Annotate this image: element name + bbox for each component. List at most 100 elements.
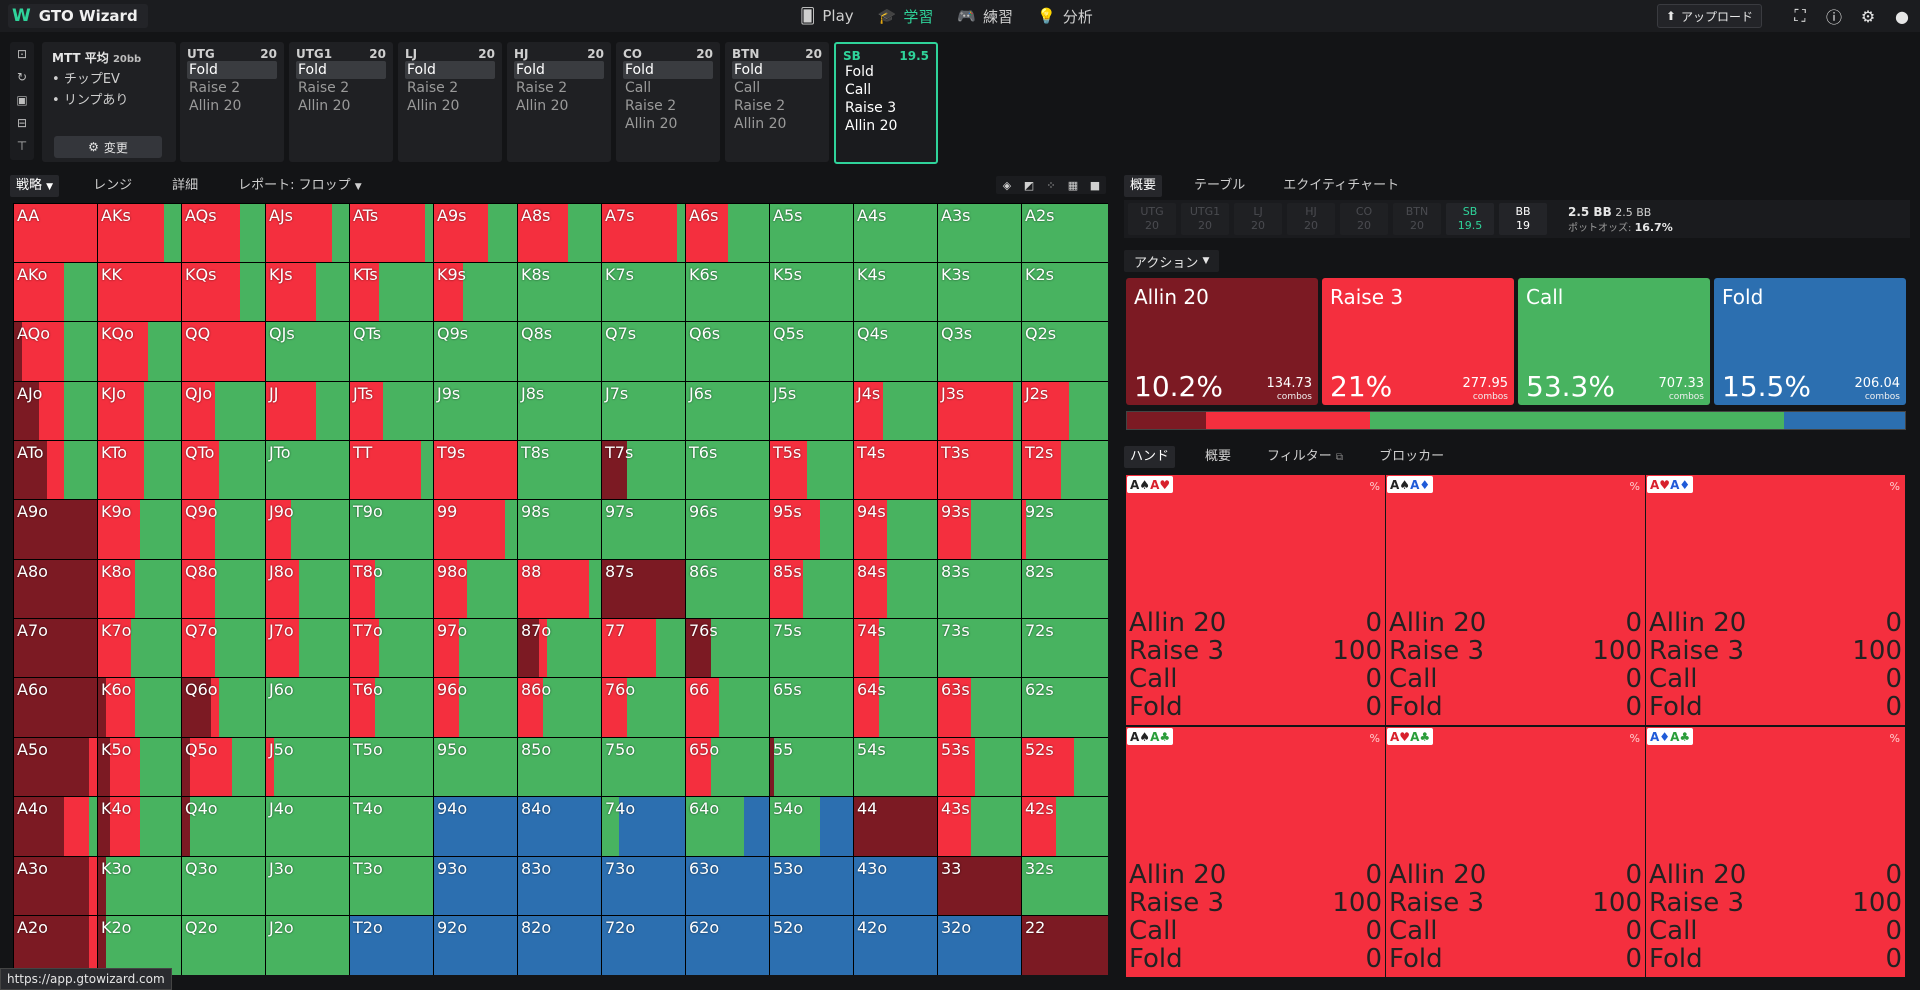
hand-cell[interactable]: J8o [266,560,349,618]
hand-cell[interactable]: J4s [854,382,937,440]
upload-button[interactable]: ⬆ アップロード [1656,4,1762,28]
hand-cell[interactable]: K4o [98,797,181,856]
hand-cell[interactable]: T5o [350,738,433,796]
tab-hand-overview[interactable]: 概要 [1205,449,1232,464]
reset-icon[interactable]: ↻ [16,69,28,84]
hand-cell[interactable]: T2s [1022,441,1108,499]
action-card-allin-20[interactable]: Allin 20 10.2% 134.73 combos [1126,278,1318,405]
hand-cell[interactable]: 63s [938,678,1021,737]
hand-cell[interactable]: 83s [938,560,1021,618]
hand-cell[interactable]: JJ [266,382,349,440]
bookmark-icon[interactable]: ⊡ [16,46,28,61]
tab-overview[interactable]: 概要 [1124,175,1163,197]
hand-cell[interactable]: T9s [434,441,517,499]
hand-cell[interactable]: T6o [350,678,433,737]
hand-cell[interactable]: QJs [266,322,349,381]
hand-cell[interactable]: K5o [98,738,181,796]
screenshot-icon[interactable]: ⛶ [1794,6,1806,25]
hand-cell[interactable]: A7s [602,204,685,262]
app-logo[interactable]: W GTO Wizard [8,4,148,28]
hand-cell[interactable]: 87s [602,560,685,618]
hand-cell[interactable]: Q4o [182,797,265,856]
hand-cell[interactable]: 73o [602,857,685,915]
seat-bb[interactable]: BB 19 [1499,203,1547,235]
hand-cell[interactable]: 94s [854,500,937,559]
position-action[interactable]: Raise 2 [298,80,350,96]
hand-cell[interactable]: Q5o [182,738,265,796]
hand-cell[interactable]: 85s [770,560,853,618]
tab-hands[interactable]: ハンド [1124,446,1176,468]
hand-cell[interactable]: AKo [14,263,97,321]
hand-cell[interactable]: K3s [938,263,1021,321]
hand-cell[interactable]: 87o [518,619,601,677]
hand-cell[interactable]: 96o [434,678,517,737]
hand-cell[interactable]: T7o [350,619,433,677]
tab-details[interactable]: 詳細 [172,178,199,193]
hand-cell[interactable]: J3s [938,382,1021,440]
seat-hj[interactable]: HJ 20 [1287,203,1335,235]
hand-cell[interactable]: A3o [14,857,97,915]
position-action[interactable]: Call [734,80,761,96]
hand-cell[interactable]: AQo [14,322,97,381]
gear-icon[interactable]: ⚙ [1860,6,1876,26]
nav-study[interactable]: 🎓 学習 [878,6,934,27]
hand-cell[interactable]: J5o [266,738,349,796]
hand-cell[interactable]: K6o [98,678,181,737]
hand-cell[interactable]: K8s [518,263,601,321]
nav-play[interactable]: 🂠 Play [800,7,854,25]
hand-cell[interactable]: T5s [770,441,853,499]
hand-cell[interactable]: 75s [770,619,853,677]
hand-cell[interactable]: J6o [266,678,349,737]
hand-cell[interactable]: 72o [602,916,685,975]
hand-cell[interactable]: 93s [938,500,1021,559]
hand-cell[interactable]: 43o [854,857,937,915]
hand-cell[interactable]: A8o [14,560,97,618]
position-action[interactable]: Raise 3 [845,100,897,116]
hand-cell[interactable]: 82s [1022,560,1108,618]
hand-cell[interactable]: K3o [98,857,181,915]
hand-cell[interactable]: 32o [938,916,1021,975]
seat-utg1[interactable]: UTG1 20 [1181,203,1229,235]
hand-cell[interactable]: T4s [854,441,937,499]
hand-cell[interactable]: T9o [350,500,433,559]
seat-co[interactable]: CO 20 [1340,203,1388,235]
position-action[interactable]: Allin 20 [298,98,351,114]
hand-cell[interactable]: K7s [602,263,685,321]
square-view-icon[interactable]: ■ [1089,178,1101,192]
action-card-raise-3[interactable]: Raise 3 21% 277.95 combos [1322,278,1514,405]
hand-cell[interactable]: QTs [350,322,433,381]
action-dropdown[interactable]: アクション ▼ [1124,250,1220,272]
change-button[interactable]: ⚙ 変更 [54,136,162,158]
hand-cell[interactable]: QQ [182,322,265,381]
hand-cell[interactable]: KTs [350,263,433,321]
hand-cell[interactable]: 43s [938,797,1021,856]
grid-view-icon[interactable]: ▦ [1067,178,1079,192]
hand-combo-cell[interactable]: A ♥ A ♣% Allin 20 0 Raise 3 100 Call 0 Fold 0 [1386,727,1645,977]
position-action[interactable]: Fold [296,61,386,79]
hand-cell[interactable]: Q9s [434,322,517,381]
action-card-fold[interactable]: Fold 15.5% 206.04 combos [1714,278,1906,405]
hand-cell[interactable]: KJo [98,382,181,440]
hand-combo-cell[interactable]: A ♥ A ♦% Allin 20 0 Raise 3 100 Call 0 Fold 0 [1646,475,1905,725]
hand-cell[interactable]: AQs [182,204,265,262]
position-action[interactable]: Raise 2 [189,80,241,96]
user-icon[interactable]: ● [1895,6,1909,26]
hand-cell[interactable]: Q3s [938,322,1021,381]
hand-cell[interactable]: Q5s [770,322,853,381]
position-action[interactable]: Allin 20 [734,116,787,132]
hand-cell[interactable]: 72s [1022,619,1108,677]
position-action[interactable]: Raise 2 [407,80,459,96]
position-action[interactable]: Fold [732,61,822,79]
hand-cell[interactable]: 53s [938,738,1021,796]
action-card-call[interactable]: Call 53.3% 707.33 combos [1518,278,1710,405]
position-btn[interactable]: BTN 20 Fold Call Raise 2 Allin 20 [725,42,829,162]
hand-cell[interactable]: Q7o [182,619,265,677]
hand-cell[interactable]: A8s [518,204,601,262]
hand-cell[interactable]: 52s [1022,738,1108,796]
position-action[interactable]: Fold [514,61,604,79]
hand-cell[interactable]: QJo [182,382,265,440]
tab-range[interactable]: レンジ [93,178,133,193]
hand-cell[interactable]: 66 [686,678,769,737]
hand-cell[interactable]: 88 [518,560,601,618]
position-sb[interactable]: SB 19.5 Fold Call Raise 3 Allin 20 [834,42,938,164]
